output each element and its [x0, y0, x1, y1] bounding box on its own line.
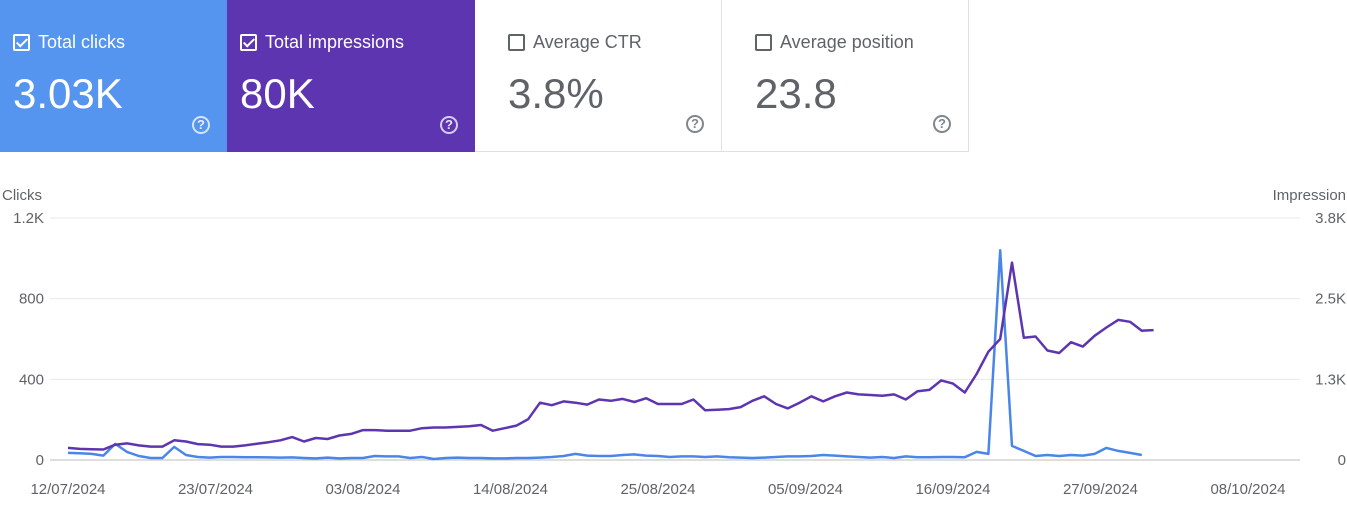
y-right-tick-label: 2.5K — [1315, 291, 1346, 308]
metric-cards: Total clicks 3.03K ? Total impressions 8… — [0, 0, 969, 152]
x-tick-label: 05/09/2024 — [768, 481, 843, 498]
x-tick-labels: 12/07/2024 23/07/2024 03/08/2024 14/08/2024… — [30, 481, 1285, 498]
impressions-series-line[interactable] — [67, 261, 1154, 451]
metric-header: Average position — [755, 32, 914, 53]
question-circle-icon[interactable]: ? — [686, 115, 704, 133]
metric-value: 80K — [240, 70, 315, 117]
clicks-series-line[interactable] — [67, 249, 1143, 461]
metric-card-total-clicks[interactable]: Total clicks 3.03K ? — [0, 0, 227, 152]
x-tick-label: 25/08/2024 — [620, 481, 695, 498]
x-tick-label: 16/09/2024 — [915, 481, 990, 498]
performance-chart[interactable]: Clicks Impression 1.2K 3.8K 800 2.5K 400 1.3K… — [0, 152, 1347, 523]
y-tick-labels: 1.2K 3.8K 800 2.5K 400 1.3K 0 0 — [13, 210, 1346, 469]
metric-label: Average position — [780, 32, 914, 52]
metric-value: 23.8 — [755, 70, 837, 117]
checkbox-unchecked-icon[interactable] — [755, 34, 772, 51]
metric-header: Total clicks — [13, 32, 125, 53]
metric-label: Total impressions — [265, 32, 405, 52]
x-tick-label: 03/08/2024 — [325, 481, 400, 498]
y-right-tick-label: 1.3K — [1315, 371, 1346, 388]
metric-card-average-ctr[interactable]: Average CTR 3.8% ? — [475, 0, 722, 152]
x-tick-label: 14/08/2024 — [473, 481, 548, 498]
grid-lines — [50, 217, 1300, 461]
metric-card-average-position[interactable]: Average position 23.8 ? — [722, 0, 969, 152]
x-tick-label: 12/07/2024 — [30, 481, 105, 498]
y-axis-left-label: Clicks — [2, 187, 42, 204]
checkbox-checked-icon[interactable] — [240, 34, 257, 51]
y-left-tick-label: 400 — [19, 371, 44, 388]
question-circle-icon[interactable]: ? — [440, 116, 458, 134]
y-right-tick-label: 3.8K — [1315, 210, 1346, 227]
y-axis-right-label: Impression — [1273, 187, 1346, 204]
metric-header: Total impressions — [240, 32, 404, 53]
metric-value: 3.8% — [508, 70, 604, 117]
y-left-tick-label: 0 — [36, 452, 44, 469]
checkbox-unchecked-icon[interactable] — [508, 34, 525, 51]
metric-card-total-impressions[interactable]: Total impressions 80K ? — [227, 0, 475, 152]
x-tick-label: 08/10/2024 — [1210, 481, 1285, 498]
metric-value: 3.03K — [13, 70, 123, 117]
x-tick-label: 23/07/2024 — [178, 481, 253, 498]
metric-label: Average CTR — [533, 32, 642, 52]
y-left-tick-label: 1.2K — [13, 210, 44, 227]
metric-label: Total clicks — [38, 32, 126, 52]
metric-header: Average CTR — [508, 32, 642, 53]
y-left-tick-label: 800 — [19, 291, 44, 308]
x-tick-label: 27/09/2024 — [1063, 481, 1138, 498]
checkbox-checked-icon[interactable] — [13, 34, 30, 51]
question-circle-icon[interactable]: ? — [933, 115, 951, 133]
y-right-tick-label: 0 — [1338, 452, 1346, 469]
question-circle-icon[interactable]: ? — [192, 116, 210, 134]
series-lines — [67, 249, 1154, 461]
